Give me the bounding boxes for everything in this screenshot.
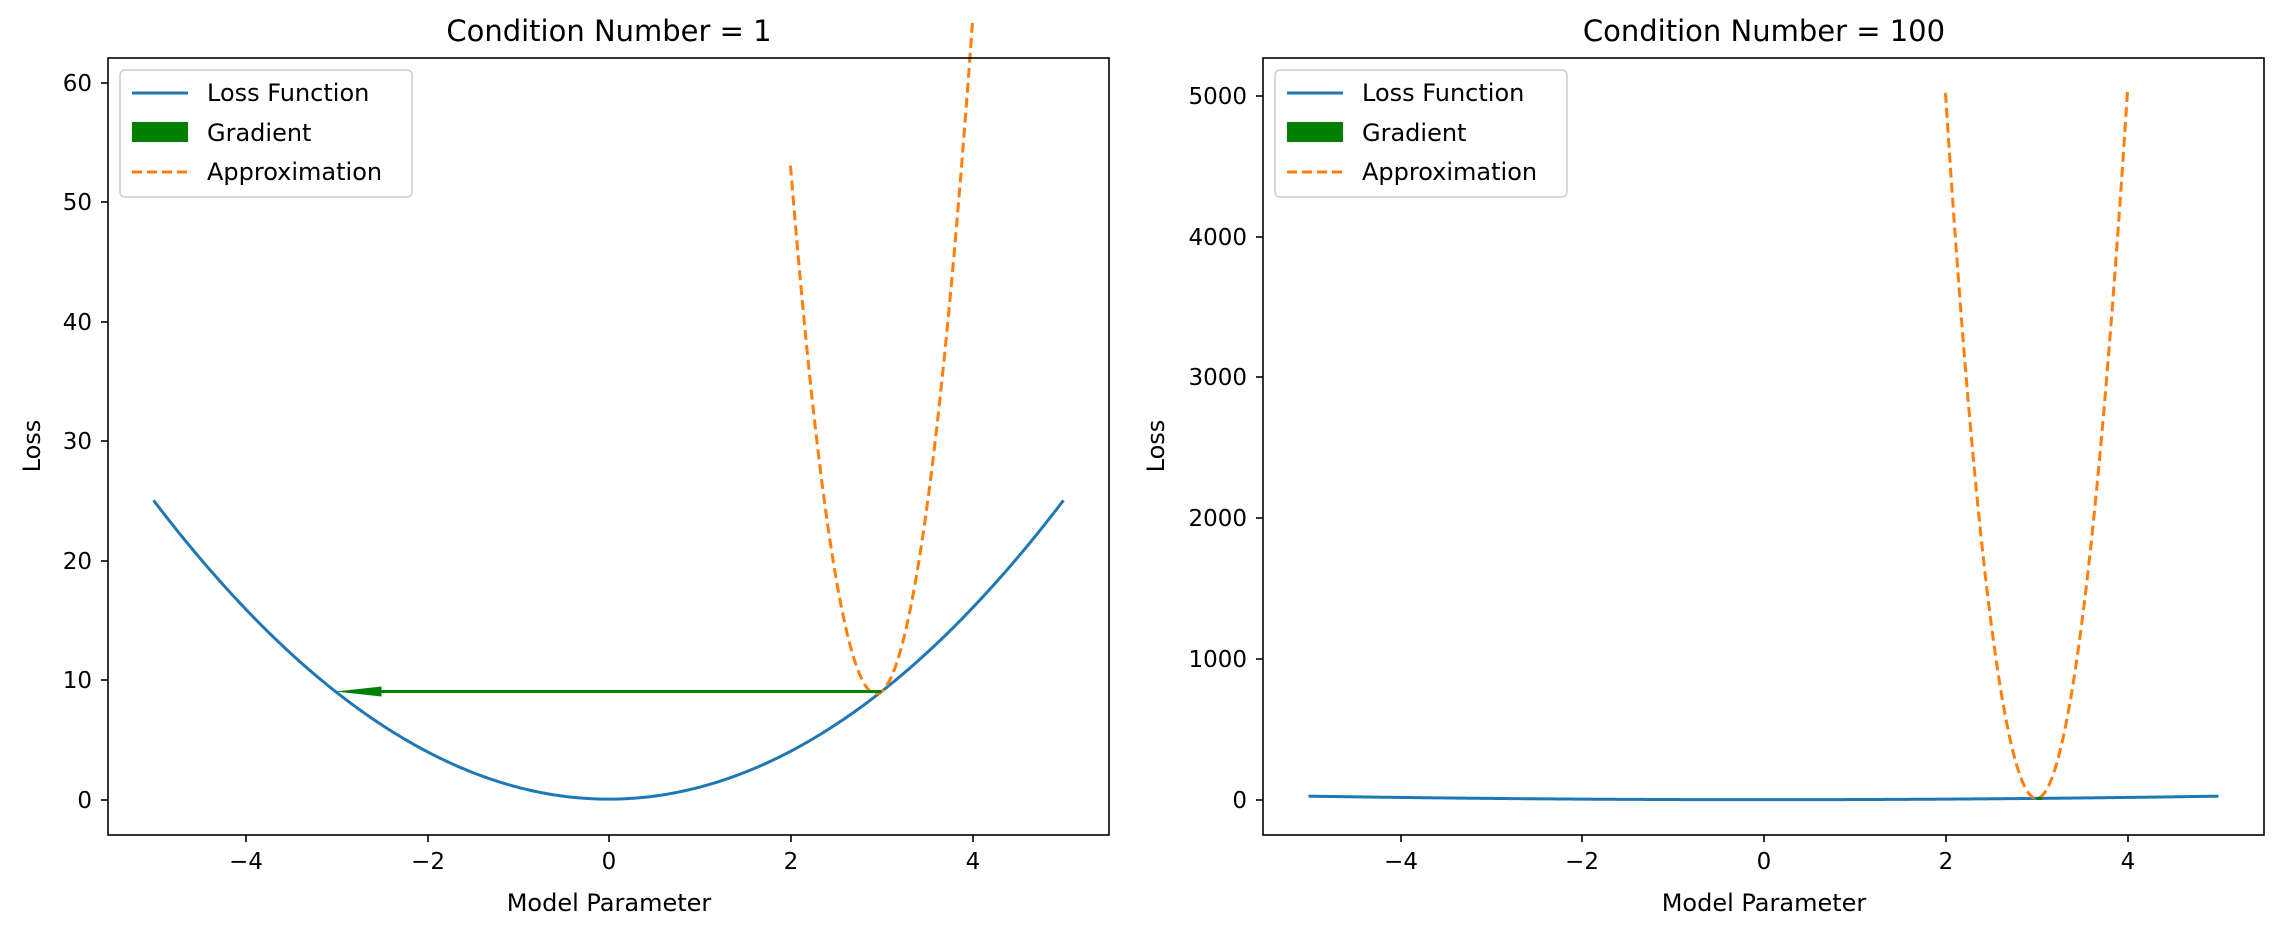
y-tick: 3000: [1188, 365, 1263, 391]
x-axis: −4 −2 0 2 4 Model Parameter: [229, 835, 980, 917]
legend-item-gradient: Gradient: [1287, 119, 1466, 147]
chart-title: Condition Number = 1: [446, 14, 771, 48]
y-tick: 2000: [1188, 506, 1263, 532]
y-tick: 10: [63, 668, 108, 694]
y-tick: 5000: [1188, 84, 1263, 110]
x-tick-label: −2: [1565, 849, 1599, 875]
y-tick: 50: [63, 190, 108, 216]
x-tick: 2: [1939, 835, 1954, 875]
legend-item-gradient: Gradient: [132, 119, 311, 147]
legend-box: [1274, 69, 1568, 198]
plot-area: [152, 22, 1065, 801]
y-tick: 0: [1232, 788, 1263, 814]
x-tick-label: 4: [966, 849, 981, 875]
y-tick: 20: [63, 549, 108, 575]
legend-item-loss-function: Loss Function: [1287, 79, 1524, 107]
legend-item-approximation: Approximation: [1287, 158, 1537, 186]
legend: Loss Function Gradient Approximation: [119, 69, 413, 198]
series-approximation: [1944, 91, 2129, 800]
x-tick-label: 0: [1757, 849, 1772, 875]
x-tick: −2: [1565, 835, 1599, 875]
x-tick: 0: [1757, 835, 1772, 875]
y-tick: 4000: [1188, 225, 1263, 251]
x-tick: 4: [966, 835, 981, 875]
legend-label: Approximation: [1362, 158, 1537, 186]
y-tick-label: 50: [63, 190, 92, 216]
y-tick: 40: [63, 310, 108, 336]
y-tick-label: 1000: [1188, 647, 1247, 673]
legend-item-approximation: Approximation: [132, 158, 382, 186]
legend-item-loss-function: Loss Function: [132, 79, 369, 107]
x-tick: −2: [411, 835, 445, 875]
x-axis: −4 −2 0 2 4 Model Parameter: [1384, 835, 2135, 917]
chart-panel-1: Condition Number = 1 −4 −2 0 2 4 Model P…: [18, 14, 1110, 917]
legend-swatch-gradient: [132, 122, 188, 142]
x-axis-label: Model Parameter: [1662, 889, 1867, 917]
y-tick-label: 10: [63, 668, 92, 694]
x-tick-label: 2: [1939, 849, 1954, 875]
y-tick-label: 5000: [1188, 84, 1247, 110]
x-axis-label: Model Parameter: [507, 889, 712, 917]
plot-area: [1308, 91, 2219, 802]
y-tick-label: 40: [63, 310, 92, 336]
x-tick-label: 2: [784, 849, 799, 875]
approximation-line: [1944, 91, 2129, 800]
y-axis: 0 10 20 30 40 50 60 Loss: [18, 71, 108, 814]
chart-title: Condition Number = 100: [1583, 14, 1945, 48]
y-tick-label: 3000: [1188, 365, 1247, 391]
legend: Loss Function Gradient Approximation: [1274, 69, 1568, 198]
legend-swatch-gradient: [1287, 122, 1343, 142]
x-tick: 2: [784, 835, 799, 875]
y-tick-label: 0: [1232, 788, 1247, 814]
x-tick: −4: [1384, 835, 1418, 875]
legend-label: Gradient: [1362, 119, 1466, 147]
legend-label: Approximation: [207, 158, 382, 186]
legend-box: [119, 69, 413, 198]
y-axis-label: Loss: [18, 420, 46, 473]
y-tick-label: 2000: [1188, 506, 1247, 532]
x-tick-label: 0: [602, 849, 617, 875]
y-axis: 0 1000 2000 3000 4000 5000 Loss: [1142, 84, 1263, 814]
y-tick-label: 0: [77, 788, 92, 814]
y-tick-label: 4000: [1188, 225, 1247, 251]
x-tick: 0: [602, 835, 617, 875]
loss-function-line: [152, 499, 1065, 801]
series-loss-function: [152, 499, 1065, 801]
x-tick-label: −2: [411, 849, 445, 875]
y-tick: 30: [63, 429, 108, 455]
y-tick-label: 20: [63, 549, 92, 575]
x-tick-label: −4: [229, 849, 263, 875]
y-axis-label: Loss: [1142, 420, 1170, 473]
gradient-arrow: [335, 686, 882, 697]
chart-panel-2: Condition Number = 100 −4 −2 0 2 4 Model…: [1142, 14, 2265, 917]
x-tick: −4: [229, 835, 263, 875]
legend-label: Gradient: [207, 119, 311, 147]
y-tick: 60: [63, 71, 108, 97]
x-tick: 4: [2121, 835, 2136, 875]
legend-label: Loss Function: [207, 79, 369, 107]
loss-function-line: [1308, 794, 2219, 802]
series-loss-function: [1308, 794, 2219, 802]
y-tick: 0: [77, 788, 108, 814]
x-tick-label: −4: [1384, 849, 1418, 875]
legend-label: Loss Function: [1362, 79, 1524, 107]
y-tick: 1000: [1188, 647, 1263, 673]
y-tick-label: 30: [63, 429, 92, 455]
x-tick-label: 4: [2121, 849, 2136, 875]
y-tick-label: 60: [63, 71, 92, 97]
gradient-arrow-head: [335, 686, 382, 697]
